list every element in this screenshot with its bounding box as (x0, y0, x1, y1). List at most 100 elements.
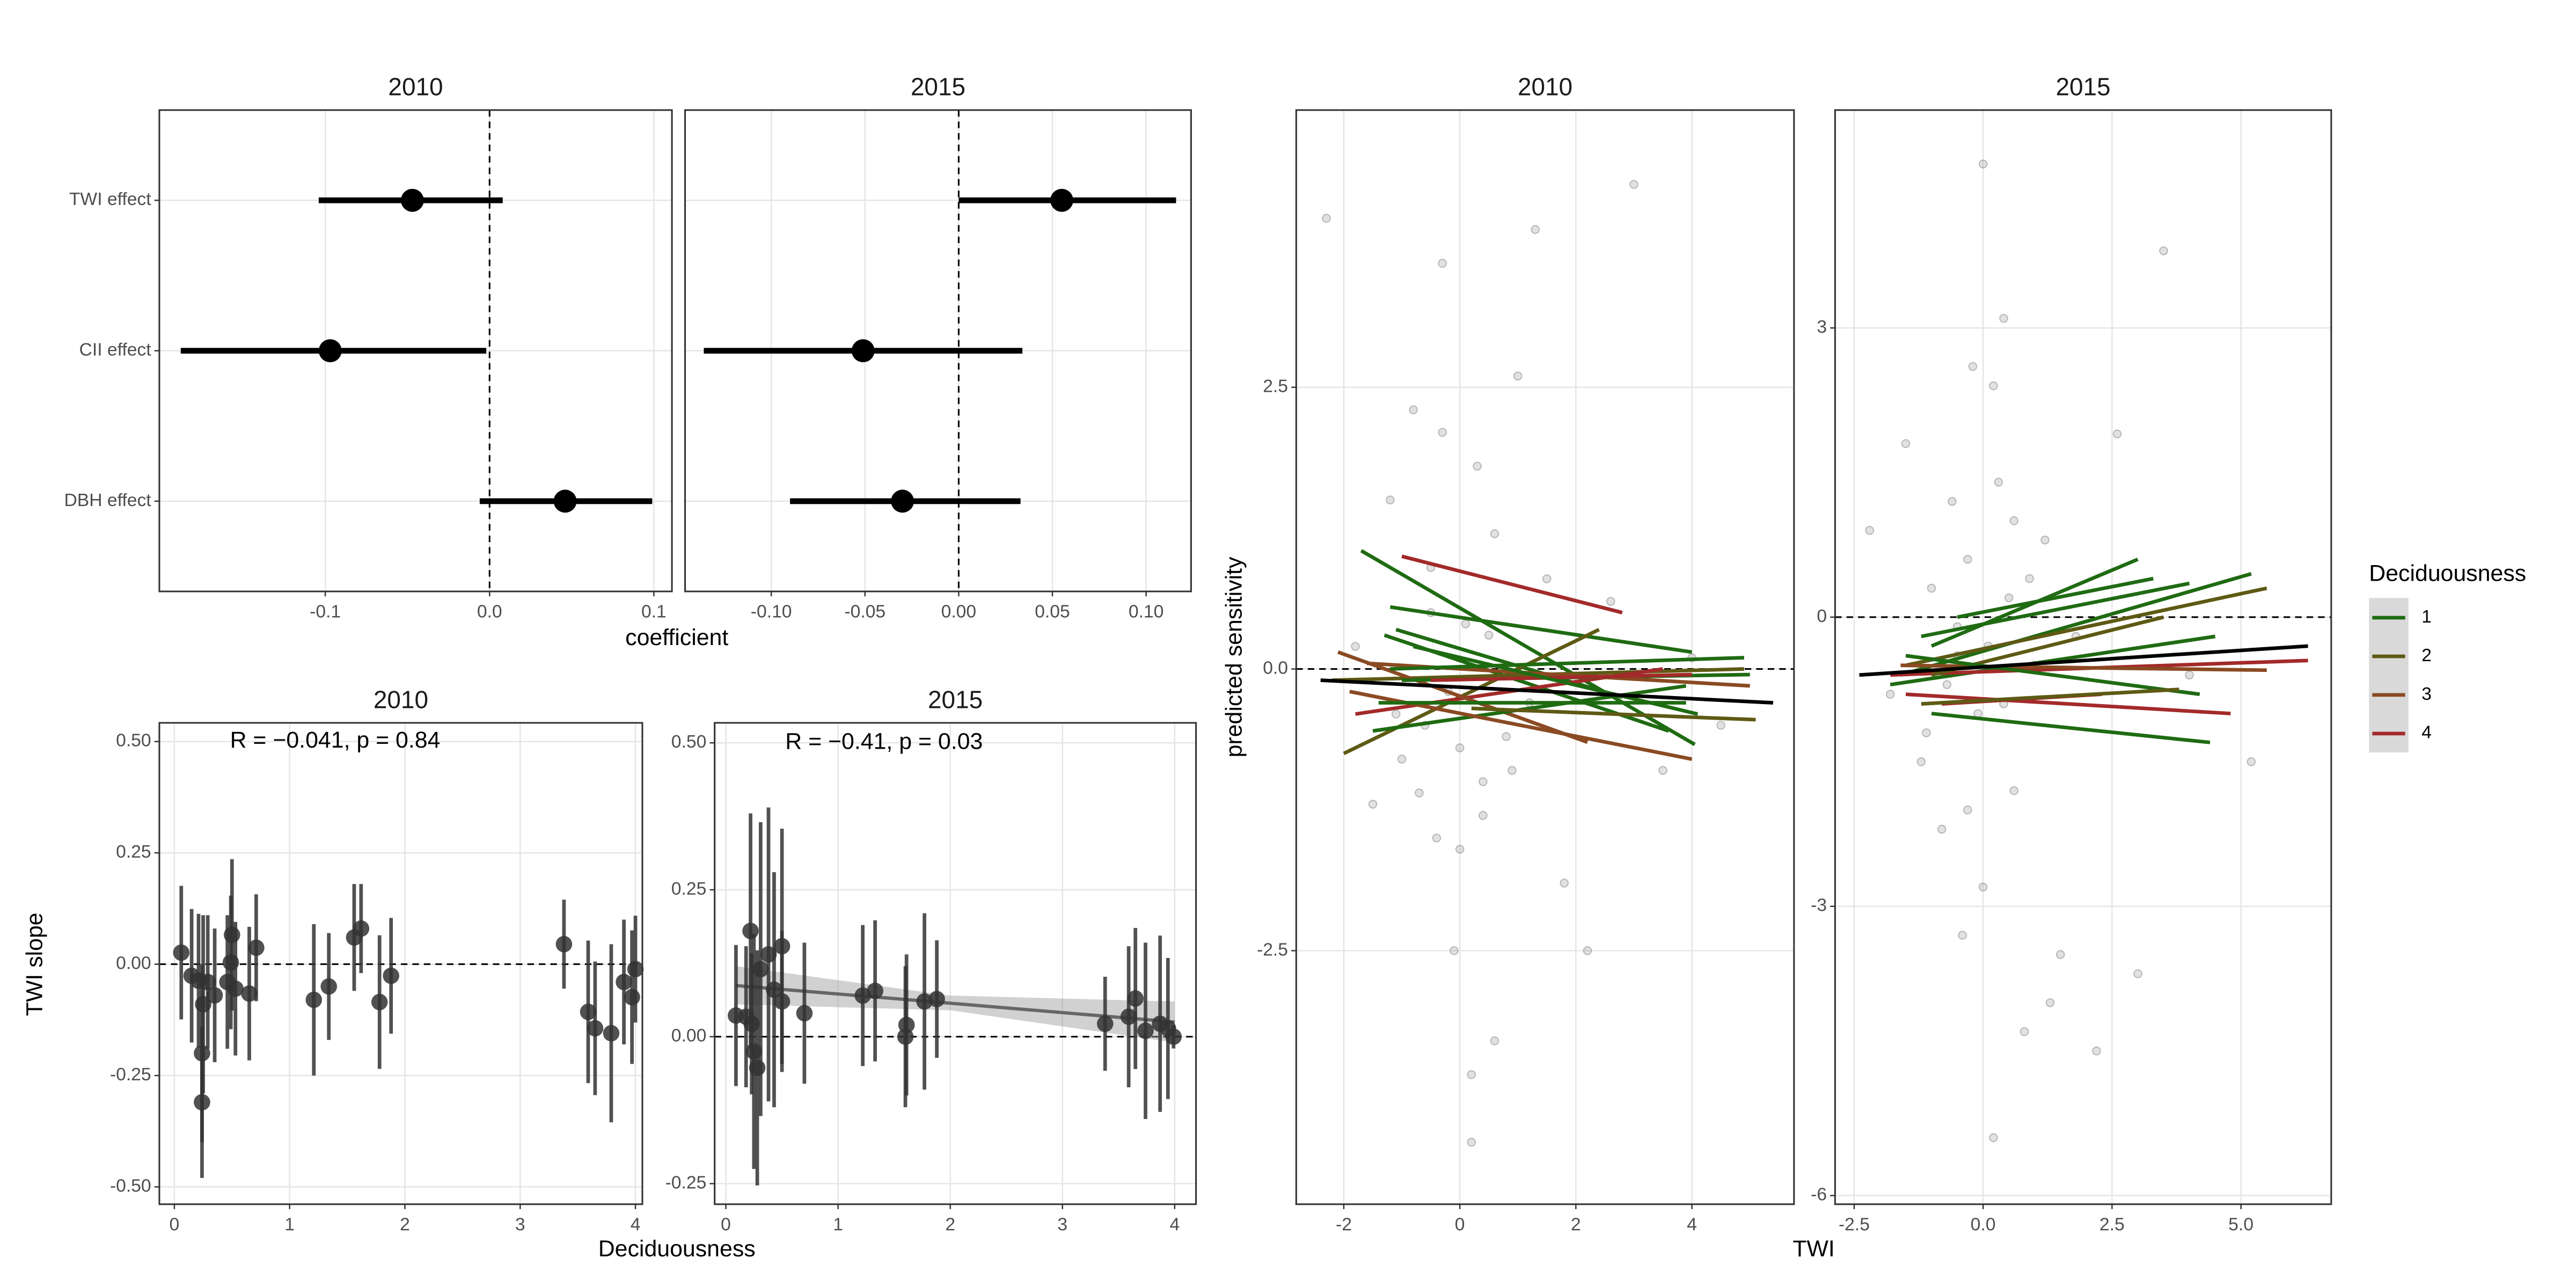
point (1922, 728, 1931, 737)
point (1490, 1036, 1499, 1045)
point (1989, 381, 1998, 391)
point (206, 987, 223, 1004)
x-tick-label: 0 (1455, 1215, 1465, 1235)
x-tick-label: 2 (1571, 1215, 1581, 1235)
point (241, 985, 258, 1002)
point (195, 996, 211, 1013)
point (1978, 159, 1988, 169)
panel-border (158, 722, 643, 1205)
fit-line (1931, 712, 2211, 744)
panel-border (684, 109, 1192, 592)
fit-line (1337, 650, 1589, 744)
fit-line (1905, 586, 2267, 668)
point (2045, 998, 2055, 1007)
fit-line (1905, 692, 2231, 715)
point (2056, 950, 2065, 959)
axis-label: predicted sensitivity (1221, 557, 1247, 757)
point (1542, 574, 1552, 583)
point (796, 1005, 813, 1022)
point (1948, 497, 1957, 506)
point (383, 967, 399, 984)
point (1927, 583, 1936, 593)
point (867, 983, 883, 999)
fit-line (1921, 687, 2179, 706)
fit-line (1401, 554, 1623, 614)
point (760, 946, 777, 963)
point (1165, 1028, 1182, 1045)
point (580, 1004, 597, 1020)
y-tick-label: CII effect (79, 340, 152, 360)
panel-title: 2010 (388, 72, 443, 100)
fit-line (1905, 654, 2200, 696)
x-tick-label: 0.00 (941, 602, 977, 622)
point (1479, 777, 1488, 786)
estimate (400, 188, 424, 212)
y-tick-label: TWI effect (69, 189, 151, 209)
point (627, 961, 644, 978)
point (1386, 495, 1395, 504)
point (173, 944, 190, 961)
estimate (318, 339, 342, 362)
fit-line (1471, 706, 1756, 722)
x-tick-label: 2 (945, 1215, 955, 1235)
point (603, 1024, 620, 1042)
y-tick-label: -3 (1811, 896, 1827, 916)
x-tick-label: -2 (1336, 1215, 1352, 1235)
x-tick-label: 0.0 (477, 602, 502, 622)
point (371, 993, 388, 1011)
point (1658, 766, 1667, 775)
legend-key-background (2369, 598, 2409, 753)
panel-border (158, 109, 673, 592)
panel-background (714, 722, 1196, 1204)
legend-label: 2 (2421, 646, 2432, 665)
fit-line (1921, 581, 2190, 639)
x-tick-label: 0.1 (641, 602, 667, 622)
point (1999, 313, 2008, 323)
point (1120, 1008, 1137, 1025)
point (1989, 1133, 1998, 1143)
y-tick-label: 0.0 (1263, 658, 1288, 678)
y-tick-label: 0.50 (116, 731, 151, 751)
fit-line (1343, 628, 1600, 756)
point (1137, 1022, 1154, 1040)
fit-line (1389, 605, 1693, 654)
point (1942, 680, 1952, 689)
x-tick-label: 4 (1687, 1215, 1697, 1235)
point (749, 1059, 766, 1077)
y-tick-label: -6 (1811, 1185, 1827, 1205)
y-tick-label: DBH effect (64, 491, 152, 510)
y-tick-label: 0.25 (116, 842, 151, 862)
x-tick-label: 1 (833, 1215, 843, 1235)
point (1901, 439, 1911, 448)
fit-line (1372, 684, 1687, 733)
x-tick-label: 0 (721, 1215, 731, 1235)
point (1415, 788, 1424, 797)
point (743, 1015, 760, 1032)
x-tick-label: 5.0 (2228, 1215, 2253, 1235)
y-tick-label: 2.5 (1263, 377, 1288, 397)
panel-border (1834, 109, 2332, 1205)
point (223, 926, 240, 943)
point (1865, 526, 1875, 535)
fit-line (1890, 634, 2216, 687)
y-tick-label: -0.25 (110, 1065, 151, 1085)
point (2246, 757, 2256, 766)
y-tick-label: 0.00 (671, 1026, 707, 1046)
x-tick-label: 3 (515, 1215, 525, 1235)
legend-label: 1 (2421, 607, 2432, 627)
x-tick-label: 4 (631, 1215, 641, 1235)
point (1467, 1138, 1476, 1147)
x-tick-label: 1 (284, 1215, 295, 1235)
point (742, 923, 759, 939)
annotation: R = −0.041, p = 0.84 (230, 727, 441, 753)
trend-line (736, 984, 1175, 1024)
point (1409, 405, 1418, 414)
x-tick-label: -0.10 (751, 602, 792, 622)
point (1438, 428, 1447, 437)
x-tick-label: -2.5 (1839, 1215, 1870, 1235)
fit-line (1431, 672, 1692, 682)
point (1450, 946, 1459, 955)
point (1438, 259, 1447, 268)
point (1937, 824, 1946, 834)
